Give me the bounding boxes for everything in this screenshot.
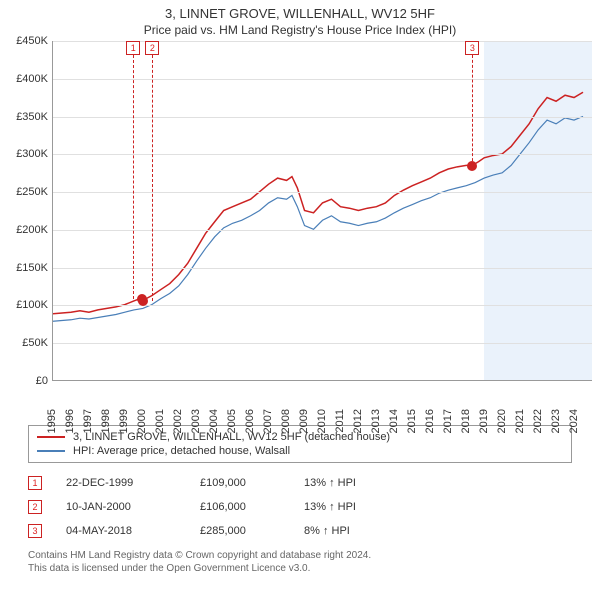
- marker-box: 1: [126, 41, 140, 55]
- event-delta: 13% ↑ HPI: [304, 477, 404, 489]
- x-tick-label: 2020: [496, 409, 508, 433]
- y-tick-label: £200K: [16, 224, 48, 236]
- x-tick-label: 2011: [334, 409, 346, 433]
- chart-subtitle: Price paid vs. HM Land Registry's House …: [0, 21, 600, 41]
- x-tick-label: 1997: [82, 409, 94, 433]
- legend-row: HPI: Average price, detached house, Wals…: [37, 444, 563, 458]
- marker-line: [133, 55, 134, 299]
- x-tick-label: 1999: [118, 409, 130, 433]
- x-tick-label: 2013: [370, 409, 382, 433]
- event-row: 1 22-DEC-1999 £109,000 13% ↑ HPI: [28, 471, 572, 495]
- event-row: 2 10-JAN-2000 £106,000 13% ↑ HPI: [28, 495, 572, 519]
- y-tick-label: £250K: [16, 186, 48, 198]
- x-tick-label: 2000: [136, 409, 148, 433]
- x-tick-label: 2001: [154, 409, 166, 433]
- x-tick-label: 2002: [172, 409, 184, 433]
- x-tick-label: 2014: [388, 409, 400, 433]
- plot-area: 12 3: [52, 41, 592, 381]
- event-marker: 3: [28, 524, 42, 538]
- event-delta: 13% ↑ HPI: [304, 501, 404, 513]
- x-tick-label: 2016: [424, 409, 436, 433]
- x-tick-label: 2006: [244, 409, 256, 433]
- legend-label: HPI: Average price, detached house, Wals…: [73, 445, 290, 457]
- y-tick-label: £350K: [16, 111, 48, 123]
- footer-line-1: Contains HM Land Registry data © Crown c…: [28, 549, 572, 562]
- x-tick-label: 2012: [352, 409, 364, 433]
- y-axis: £0£50K£100K£150K£200K£250K£300K£350K£400…: [0, 41, 52, 381]
- legend-swatch: [37, 450, 65, 452]
- marker-dot: [467, 161, 477, 171]
- footer-line-2: This data is licensed under the Open Gov…: [28, 562, 572, 575]
- events-table: 1 22-DEC-1999 £109,000 13% ↑ HPI 2 10-JAN-200…: [28, 471, 572, 543]
- chart-title: 3, LINNET GROVE, WILLENHALL, WV12 5HF: [0, 0, 600, 21]
- x-tick-label: 2017: [442, 409, 454, 433]
- x-tick-label: 1998: [100, 409, 112, 433]
- marker-line: [472, 55, 473, 166]
- x-tick-label: 2009: [298, 409, 310, 433]
- chart-area: £0 £50K £100K £150K £200K £250K £300K £350K £400…: [0, 41, 600, 421]
- x-tick-label: 2004: [208, 409, 220, 433]
- x-tick-label: 2007: [262, 409, 274, 433]
- marker-line: [152, 55, 153, 301]
- y-tick-label: £450K: [16, 35, 48, 47]
- y-tick-label: £400K: [16, 73, 48, 85]
- x-tick-label: 2018: [460, 409, 472, 433]
- x-tick-label: 2023: [550, 409, 562, 433]
- event-delta: 8% ↑ HPI: [304, 525, 404, 537]
- event-date: 22-DEC-1999: [66, 477, 176, 489]
- event-price: £109,000: [200, 477, 280, 489]
- x-tick-label: 2010: [316, 409, 328, 433]
- marker-box: 3: [465, 41, 479, 55]
- x-tick-label: 2008: [280, 409, 292, 433]
- x-tick-label: 2019: [478, 409, 490, 433]
- event-price: £285,000: [200, 525, 280, 537]
- y-tick-label: £150K: [16, 262, 48, 274]
- event-date: 10-JAN-2000: [66, 501, 176, 513]
- x-tick-label: 1996: [64, 409, 76, 433]
- y-tick-label: £0: [36, 375, 48, 387]
- gridline: [53, 305, 592, 306]
- event-marker: 2: [28, 500, 42, 514]
- legend-swatch: [37, 436, 65, 438]
- x-tick-label: 2021: [514, 409, 526, 433]
- x-tick-label: 2005: [226, 409, 238, 433]
- marker-dot: [138, 296, 148, 306]
- y-tick-label: £300K: [16, 148, 48, 160]
- x-tick-label: 2024: [568, 409, 580, 433]
- x-tick-label: 2015: [406, 409, 418, 433]
- marker-box: 2: [145, 41, 159, 55]
- x-tick-label: 2022: [532, 409, 544, 433]
- event-marker: 1: [28, 476, 42, 490]
- y-tick-label: £50K: [22, 337, 48, 349]
- event-date: 04-MAY-2018: [66, 525, 176, 537]
- event-row: 3 04-MAY-2018 £285,000 8% ↑ HPI: [28, 519, 572, 543]
- chart-container: 3, LINNET GROVE, WILLENHALL, WV12 5HF Pr…: [0, 0, 600, 590]
- x-tick-label: 2003: [190, 409, 202, 433]
- footer-attribution: Contains HM Land Registry data © Crown c…: [28, 549, 572, 575]
- x-tick-label: 1995: [46, 409, 58, 433]
- gridline: [53, 343, 592, 344]
- y-tick-label: £100K: [16, 299, 48, 311]
- x-axis: 1995199619971998199920002001200220032004…: [52, 381, 592, 421]
- event-price: £106,000: [200, 501, 280, 513]
